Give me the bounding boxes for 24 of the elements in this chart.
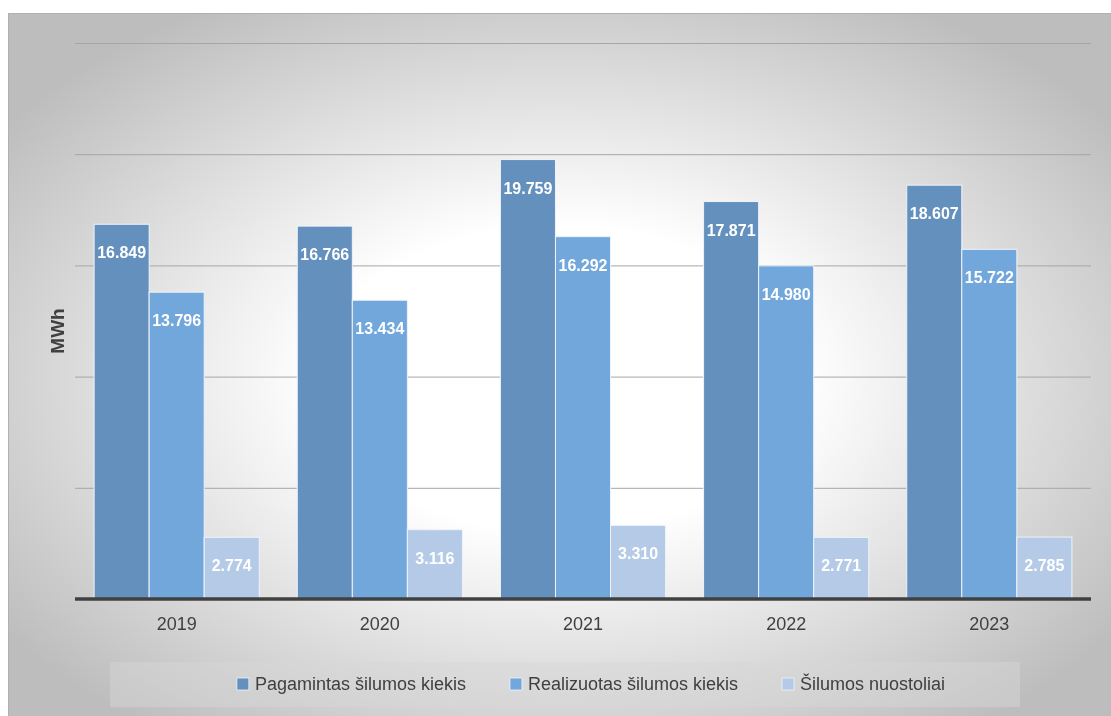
y-axis-title: MWh [47, 308, 68, 354]
data-label: 15.722 [964, 269, 1014, 287]
x-tick-label: 2022 [766, 613, 807, 634]
data-label: 2.774 [211, 557, 252, 575]
data-label: 13.434 [355, 320, 405, 338]
data-label: 3.116 [415, 549, 455, 567]
data-label: 18.607 [909, 205, 959, 223]
data-label: 13.796 [152, 312, 202, 330]
data-label: 2.771 [821, 557, 862, 575]
data-label: 3.310 [618, 545, 659, 563]
data-label: 19.759 [503, 179, 553, 197]
data-label: 14.980 [761, 285, 811, 303]
legend-label: Realizuotas šilumos kiekis [527, 674, 739, 695]
data-label: 17.871 [706, 221, 756, 239]
x-tick-label: 2019 [156, 613, 197, 634]
x-tick-label: 2021 [562, 613, 604, 634]
x-tick-label: 2023 [969, 613, 1010, 634]
data-label: 16.292 [558, 256, 608, 274]
x-tick-label: 2020 [359, 613, 400, 634]
data-label: 16.849 [97, 244, 147, 262]
legend-label: Šilumos nuostoliai [800, 673, 946, 695]
legend-label: Pagamintas šilumos kiekis [254, 674, 466, 695]
data-label: 16.766 [300, 246, 350, 264]
data-label: 2.785 [1024, 557, 1065, 575]
